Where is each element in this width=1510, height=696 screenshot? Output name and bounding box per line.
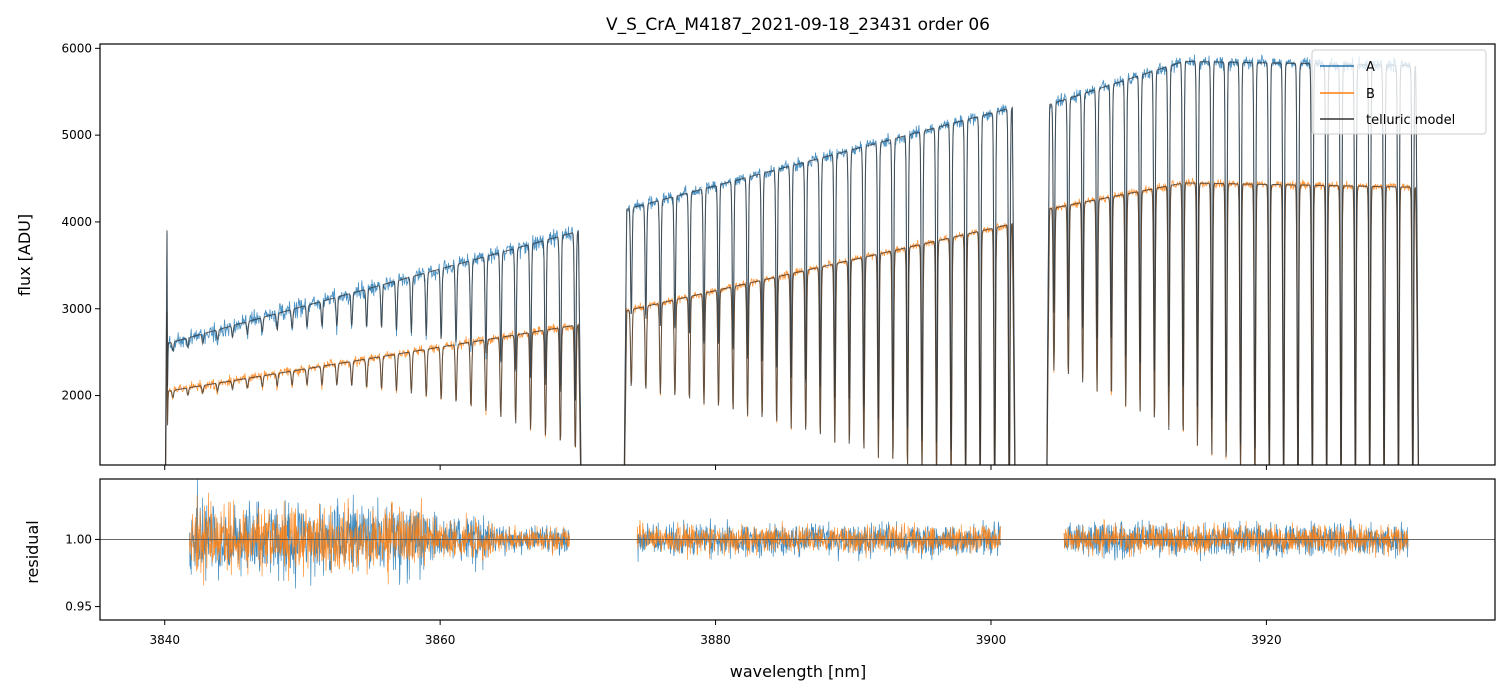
top-y-tick-label: 3000 (61, 302, 92, 316)
bottom-y-axis-label: residual (23, 520, 42, 583)
top-y-tick-label: 2000 (61, 389, 92, 403)
top-y-tick-label: 5000 (61, 128, 92, 142)
top-y-axis-label: flux [ADU] (15, 214, 34, 296)
bottom-y-tick-label: 0.95 (65, 600, 92, 614)
bottom-x-tick-label: 3920 (1251, 633, 1282, 647)
top-panel: 2000 3000 4000 5000 6000 flux [ADU] A B tell… (15, 41, 1496, 470)
bottom-x-tick-label: 3900 (976, 633, 1007, 647)
bottom-x-tick-label: 3840 (149, 633, 180, 647)
top-y-tick-label: 6000 (61, 41, 92, 55)
top-y-tick-label: 4000 (61, 215, 92, 229)
chart-title: V_S_CrA_M4187_2021-09-18_23431 order 06 (606, 15, 990, 35)
legend-label-a: A (1366, 60, 1375, 75)
bottom-panel: 3840 3860 3880 3900 3920 0.95 1.00 residual w… (23, 478, 1496, 681)
series-b-residual-line (189, 492, 1409, 586)
legend-label-b: B (1366, 87, 1375, 102)
bottom-y-tick-label: 1.00 (65, 532, 92, 546)
legend: A B telluric model (1311, 49, 1487, 135)
x-axis-label: wavelength [nm] (730, 662, 867, 681)
bottom-x-tick-label: 3880 (700, 633, 731, 647)
bottom-axes-frame (99, 478, 1496, 621)
legend-label-telluric: telluric model (1366, 113, 1455, 128)
bottom-x-tick-label: 3860 (425, 633, 456, 647)
telluric-model-line-b (165, 182, 1419, 465)
top-axes-frame (99, 43, 1496, 466)
